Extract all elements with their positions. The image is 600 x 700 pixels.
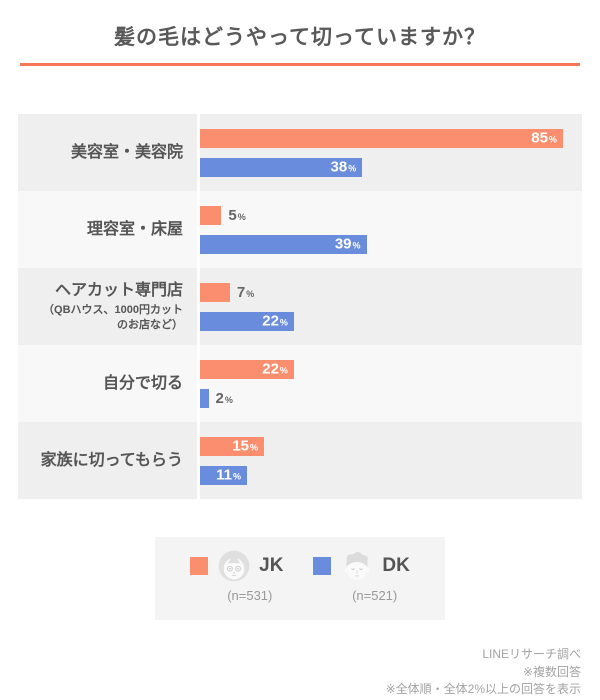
bar-track: 15% [200, 436, 582, 456]
category-label-main: 美容室・美容院 [70, 143, 183, 161]
percent-sign: % [224, 394, 233, 405]
bar-track: 7% [200, 282, 582, 302]
category-label-main: ヘアカット専門店 [54, 282, 183, 300]
category-label-main: 家族に切ってもらう [40, 451, 183, 469]
category-label-main: 自分で切る [102, 374, 183, 392]
bar-value: 15% [232, 437, 259, 455]
legend-box: JK (n=531) [155, 537, 445, 620]
title-underline [20, 63, 580, 66]
bar-value: 7% [236, 283, 255, 301]
bar-value: 2% [215, 389, 233, 407]
bar-value: 39% [334, 235, 361, 253]
percent-sign: % [237, 211, 246, 222]
bar-track: 85% [200, 128, 582, 148]
category-label: ヘアカット専門店 （QBハウス、1000円カット のお店など） [18, 268, 197, 345]
legend-label-jk: JK [259, 555, 284, 576]
bar-track: 11% [200, 465, 582, 485]
legend-item-dk: DK (n=521) [313, 548, 410, 620]
category-label: 理容室・床屋 [18, 191, 197, 268]
bar-chart: 美容室・美容院 85% 38% 理容室・床屋 5% 39% ヘアカット専門店 （QBハウス、1… [18, 114, 582, 499]
bar-jk: 22% [200, 359, 294, 379]
footer-line-source: LINEリサーチ調べ [482, 647, 581, 661]
footer-notes: LINEリサーチ調べ ※複数回答 ※全体順・全体2%以上の回答を表示 [0, 646, 581, 699]
bar-track: 22% [200, 359, 582, 379]
bar-value: 22% [262, 360, 288, 378]
category-label: 自分で切る [18, 345, 197, 422]
legend-label-dk: DK [382, 555, 410, 576]
bar-track: 22% [200, 311, 582, 331]
category-label: 美容室・美容院 [18, 114, 197, 191]
footer-line-threshold: ※全体順・全体2%以上の回答を表示 [385, 682, 581, 696]
boy-face-icon [345, 552, 370, 580]
row-bars: 85% 38% [197, 114, 582, 191]
percent-sign: % [352, 240, 361, 251]
percent-sign: % [246, 288, 255, 299]
bar-value: 85% [531, 129, 557, 147]
page-title: 髪の毛はどうやって切っていますか？ [114, 26, 486, 49]
percent-sign: % [232, 471, 241, 482]
category-label: 家族に切ってもらう [18, 422, 197, 499]
bar-jk [200, 282, 230, 302]
bar-dk: 22% [200, 311, 294, 331]
chart-row: 理容室・床屋 5% 39% [18, 191, 582, 268]
footer-line-multi-answer: ※複数回答 [522, 664, 581, 679]
chart-row: 家族に切ってもらう 15% 11% [18, 422, 582, 499]
legend-n-jk: (n=531) [227, 588, 273, 603]
row-bars: 22% 2% [197, 345, 582, 422]
chart-row: 自分で切る 22% 2% [18, 345, 582, 422]
percent-sign: % [250, 442, 259, 453]
bar-value: 11% [216, 466, 241, 484]
bar-track: 38% [200, 157, 582, 177]
legend-item-jk: JK (n=531) [190, 548, 283, 620]
bar-value: 38% [330, 158, 357, 176]
bar-dk: 11% [200, 465, 247, 485]
bar-value: 22% [262, 312, 288, 330]
bar-value: 5% [228, 206, 246, 224]
row-bars: 5% 39% [197, 191, 582, 268]
girl-face-icon [218, 550, 250, 582]
bar-jk [200, 205, 222, 225]
jk-color-swatch [190, 557, 209, 575]
chart-row: ヘアカット専門店 （QBハウス、1000円カット のお店など） 7% 22% [18, 268, 582, 345]
percent-sign: % [279, 365, 288, 376]
percent-sign: % [348, 163, 357, 174]
bar-track: 39% [200, 234, 582, 254]
category-label-main: 理容室・床屋 [86, 220, 183, 238]
legend: JK (n=531) [0, 537, 600, 620]
row-bars: 15% 11% [197, 422, 582, 499]
bar-dk: 39% [200, 234, 367, 254]
bar-track: 2% [200, 388, 582, 408]
row-bars: 7% 22% [197, 268, 582, 345]
bar-dk [200, 388, 209, 408]
bar-track: 5% [200, 205, 582, 225]
bar-jk: 85% [200, 128, 563, 148]
bar-jk: 15% [200, 436, 265, 456]
legend-n-dk: (n=521) [352, 588, 398, 603]
percent-sign: % [548, 134, 557, 145]
bar-dk: 38% [200, 157, 363, 177]
percent-sign: % [279, 317, 288, 328]
dk-color-swatch [313, 557, 332, 575]
category-label-sub: （QBハウス、1000円カット のお店など） [43, 304, 183, 331]
chart-row: 美容室・美容院 85% 38% [18, 114, 582, 191]
